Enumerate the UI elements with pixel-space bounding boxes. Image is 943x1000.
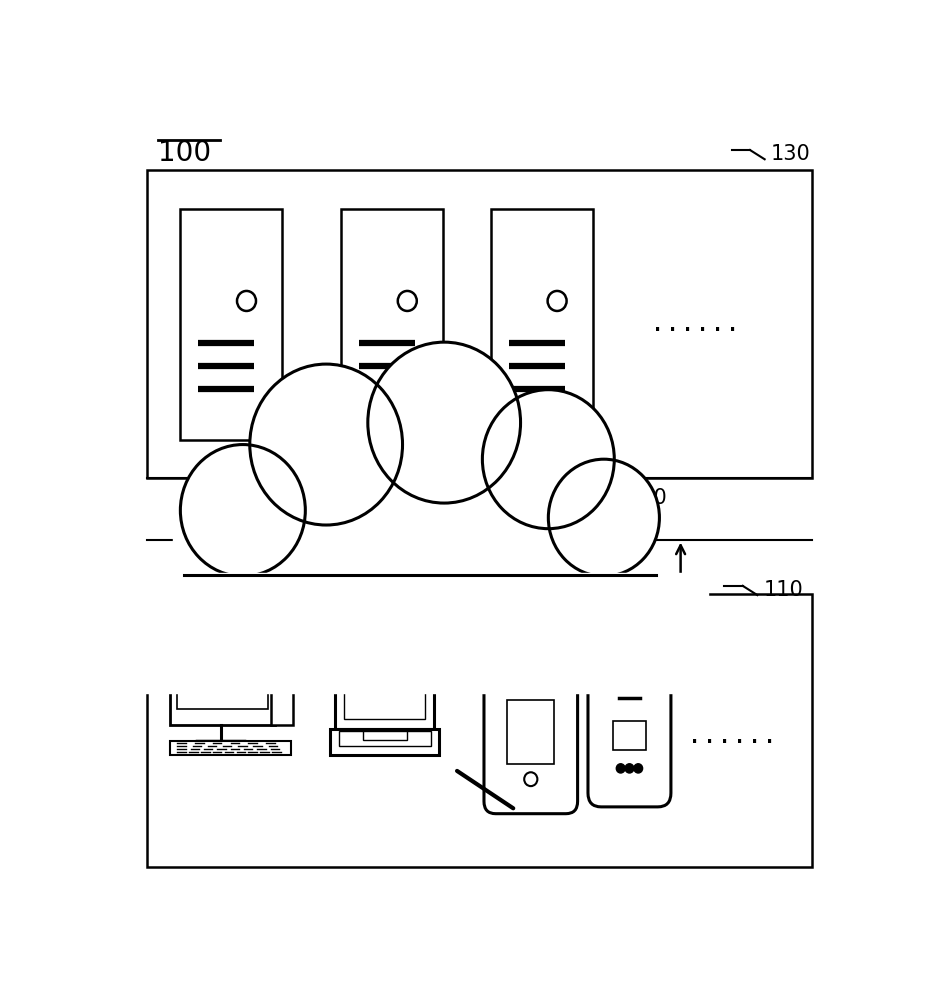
Circle shape	[617, 764, 625, 773]
Circle shape	[250, 364, 403, 525]
Bar	[335, 633, 435, 729]
Text: ......: ......	[687, 724, 777, 748]
Bar	[170, 637, 275, 725]
Text: 100: 100	[158, 139, 211, 167]
Bar	[507, 700, 554, 764]
Bar	[339, 731, 431, 746]
Text: 130: 130	[770, 144, 810, 164]
Bar	[177, 648, 268, 709]
Bar	[118, 573, 708, 693]
FancyBboxPatch shape	[484, 651, 578, 814]
Circle shape	[368, 342, 521, 503]
Bar	[180, 209, 282, 440]
Circle shape	[625, 764, 634, 773]
Bar	[363, 731, 406, 740]
Text: 120: 120	[628, 488, 668, 508]
Bar	[613, 721, 646, 750]
Bar	[340, 209, 443, 440]
Circle shape	[525, 680, 536, 690]
FancyBboxPatch shape	[588, 657, 670, 807]
Bar	[272, 637, 293, 725]
Circle shape	[548, 459, 659, 576]
Circle shape	[483, 390, 614, 529]
Bar	[147, 170, 812, 478]
Bar	[170, 741, 291, 755]
Bar	[344, 643, 425, 719]
Bar	[490, 209, 593, 440]
Bar	[330, 729, 439, 755]
Circle shape	[180, 445, 306, 576]
Circle shape	[634, 764, 642, 773]
Text: ......: ......	[651, 312, 740, 336]
Bar	[174, 496, 618, 576]
Text: 110: 110	[763, 580, 802, 600]
Bar	[147, 594, 812, 867]
